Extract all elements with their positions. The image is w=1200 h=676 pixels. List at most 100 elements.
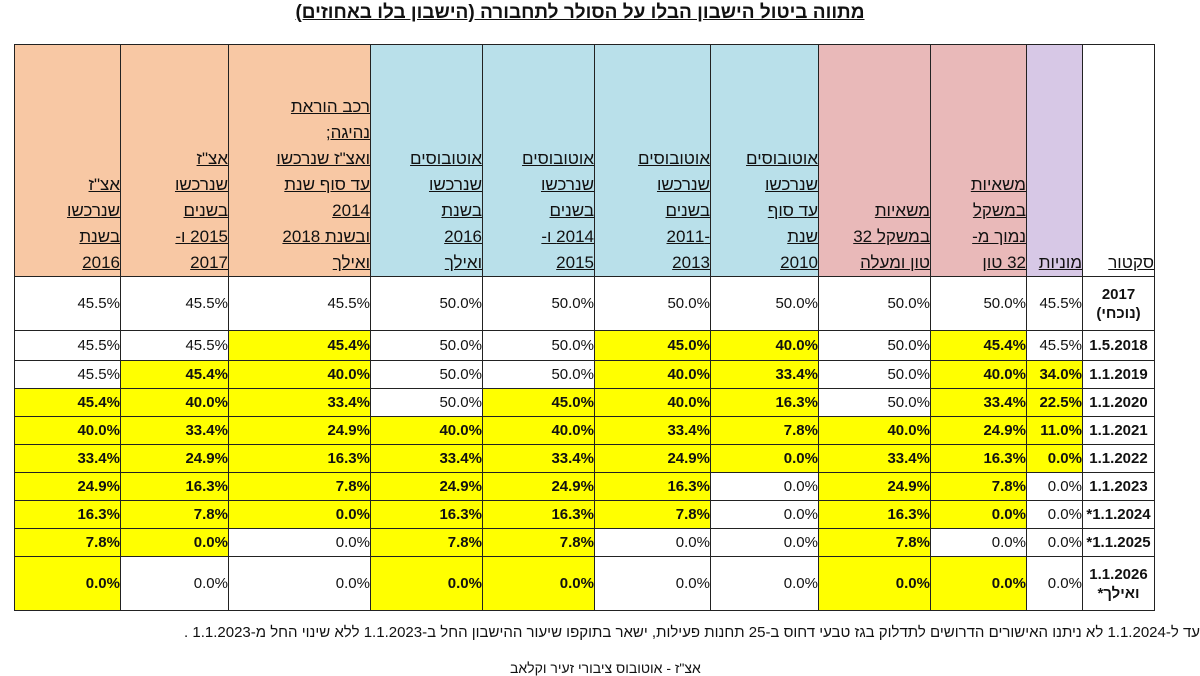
value-cell: 40.0%	[930, 360, 1027, 389]
value-cell: 0.0%	[120, 556, 229, 611]
value-cell: 0.0%	[930, 500, 1027, 529]
value-cell: 0.0%	[930, 528, 1027, 557]
value-cell: 40.0%	[594, 360, 711, 389]
value-cell: 45.5%	[14, 360, 121, 389]
value-cell: 0.0%	[710, 444, 819, 473]
value-cell: 7.8%	[120, 500, 229, 529]
column-header: רכב הוראת נהיגה; ואצ"ז שנרכשו עד סוף שנת…	[228, 44, 371, 277]
value-cell: 24.9%	[818, 472, 931, 501]
sector-cell: 1.1.2020	[1082, 388, 1155, 417]
value-cell: 33.4%	[370, 444, 483, 473]
column-header: אוטובוסים שנרכשו עד סוף שנת 2010	[710, 44, 819, 277]
value-cell: 33.4%	[594, 416, 711, 445]
table-body: 2017 (נוכחי) 45.5% 50.0% 50.0% 50.0% 50.0% 50.…	[14, 276, 1155, 611]
value-cell: 0.0%	[228, 500, 371, 529]
value-cell: 7.8%	[594, 500, 711, 529]
value-cell: 0.0%	[710, 556, 819, 611]
table-row: 1.1.2019 34.0% 40.0% 50.0% 33.4% 40.0% 50.0% 50…	[14, 360, 1155, 389]
value-cell: 40.0%	[370, 416, 483, 445]
column-header: אצ"ז שנרכשו בשנים 2015 ו- 2017	[120, 44, 229, 277]
value-cell: 0.0%	[594, 528, 711, 557]
value-cell: 7.8%	[228, 472, 371, 501]
value-cell: 40.0%	[14, 416, 121, 445]
column-header-label: אוטובוסים שנרכשו בשנים 2014 ו- 2015	[522, 149, 594, 272]
value-cell: 50.0%	[930, 276, 1027, 331]
sector-cell: 2017 (נוכחי)	[1082, 276, 1155, 331]
sector-cell: 1.1.2025*	[1082, 528, 1155, 557]
value-cell: 16.3%	[120, 472, 229, 501]
value-cell: 45.4%	[120, 360, 229, 389]
value-cell: 0.0%	[482, 556, 595, 611]
value-cell: 33.4%	[228, 388, 371, 417]
value-cell: 11.0%	[1026, 416, 1083, 445]
value-cell: 22.5%	[1026, 388, 1083, 417]
value-cell: 0.0%	[710, 528, 819, 557]
value-cell: 0.0%	[1026, 444, 1083, 473]
value-cell: 40.0%	[710, 330, 819, 361]
sector-cell: 1.1.2021	[1082, 416, 1155, 445]
sector-cell: 1.5.2018	[1082, 330, 1155, 361]
column-header-label: אצ"ז שנרכשו בשנים 2015 ו- 2017	[174, 149, 228, 272]
value-cell: 45.0%	[482, 388, 595, 417]
table-row: 1.1.2020 22.5% 33.4% 50.0% 16.3% 40.0% 45.0% 50…	[14, 388, 1155, 417]
value-cell: 16.3%	[818, 500, 931, 529]
value-cell: 7.8%	[482, 528, 595, 557]
table-row: 1.1.2023 0.0% 7.8% 24.9% 0.0% 16.3% 24.9% 24.9%…	[14, 472, 1155, 501]
sector-cell: 1.1.2023	[1082, 472, 1155, 501]
column-header-label: סקטור	[1108, 253, 1154, 272]
column-header-label: משאיות במשקל נמוך מ- 32 טון	[970, 175, 1026, 272]
column-header-label: אוטובוסים שנרכשו בשנת 2016 ואילך	[410, 149, 482, 272]
value-cell: 50.0%	[482, 276, 595, 331]
table-row: 2017 (נוכחי) 45.5% 50.0% 50.0% 50.0% 50.0% 50.…	[14, 276, 1155, 331]
value-cell: 40.0%	[482, 416, 595, 445]
value-cell: 24.9%	[594, 444, 711, 473]
column-header: משאיות במשקל נמוך מ- 32 טון	[930, 44, 1027, 277]
value-cell: 45.5%	[120, 330, 229, 361]
value-cell: 0.0%	[930, 556, 1027, 611]
value-cell: 45.4%	[228, 330, 371, 361]
sector-cell: 1.1.2026 ואילך*	[1082, 556, 1155, 611]
value-cell: 45.5%	[1026, 276, 1083, 331]
value-cell: 45.5%	[14, 276, 121, 331]
value-cell: 24.9%	[14, 472, 121, 501]
value-cell: 40.0%	[818, 416, 931, 445]
value-cell: 0.0%	[1026, 500, 1083, 529]
column-header-label: רכב הוראת נהיגה; ואצ"ז שנרכשו עד סוף שנת…	[276, 97, 370, 272]
value-cell: 24.9%	[370, 472, 483, 501]
page-title: מתווה ביטול הישבון הבלו על הסולר לתחבורה…	[295, 2, 865, 23]
value-cell: 24.9%	[120, 444, 229, 473]
value-cell: 50.0%	[370, 330, 483, 361]
value-cell: 34.0%	[1026, 360, 1083, 389]
value-cell: 7.8%	[710, 416, 819, 445]
value-cell: 40.0%	[120, 388, 229, 417]
column-header: סקטור	[1082, 44, 1155, 277]
column-header-label: מוניות	[1038, 253, 1082, 272]
value-cell: 0.0%	[594, 556, 711, 611]
value-cell: 45.5%	[1026, 330, 1083, 361]
value-cell: 24.9%	[930, 416, 1027, 445]
column-header: אוטובוסים שנרכשו בשנים -2011 2013	[594, 44, 711, 277]
value-cell: 33.4%	[818, 444, 931, 473]
value-cell: 33.4%	[120, 416, 229, 445]
value-cell: 7.8%	[818, 528, 931, 557]
value-cell: 45.0%	[594, 330, 711, 361]
value-cell: 0.0%	[818, 556, 931, 611]
value-cell: 50.0%	[710, 276, 819, 331]
table-row: 1.1.2021 11.0% 24.9% 40.0% 7.8% 33.4% 40.0% 40.…	[14, 416, 1155, 445]
sector-cell: 1.1.2022	[1082, 444, 1155, 473]
table-row: 1.1.2024* 0.0% 0.0% 16.3% 0.0% 7.8% 16.3% 16.3%…	[14, 500, 1155, 529]
value-cell: 45.4%	[930, 330, 1027, 361]
rebate-schedule-table: סקטור מוניות משאיות במשקל נמוך מ- 32 טון מש…	[14, 44, 1155, 611]
value-cell: 33.4%	[710, 360, 819, 389]
header-row: סקטור מוניות משאיות במשקל נמוך מ- 32 טון מש…	[14, 44, 1155, 277]
value-cell: 16.3%	[594, 472, 711, 501]
column-header-label: אצ"ז שנרכשו בשנת 2016	[66, 175, 120, 272]
footnote-abbreviation: אצ"ז - אוטובוס ציבורי זעיר וקלאב	[510, 660, 701, 676]
value-cell: 45.5%	[120, 276, 229, 331]
value-cell: 33.4%	[930, 388, 1027, 417]
column-header-label: אוטובוסים שנרכשו בשנים -2011 2013	[638, 149, 710, 272]
value-cell: 0.0%	[1026, 472, 1083, 501]
value-cell: 40.0%	[594, 388, 711, 417]
column-header-label: משאיות במשקל 32 טון ומעלה	[853, 201, 930, 272]
column-header: אוטובוסים שנרכשו בשנת 2016 ואילך	[370, 44, 483, 277]
